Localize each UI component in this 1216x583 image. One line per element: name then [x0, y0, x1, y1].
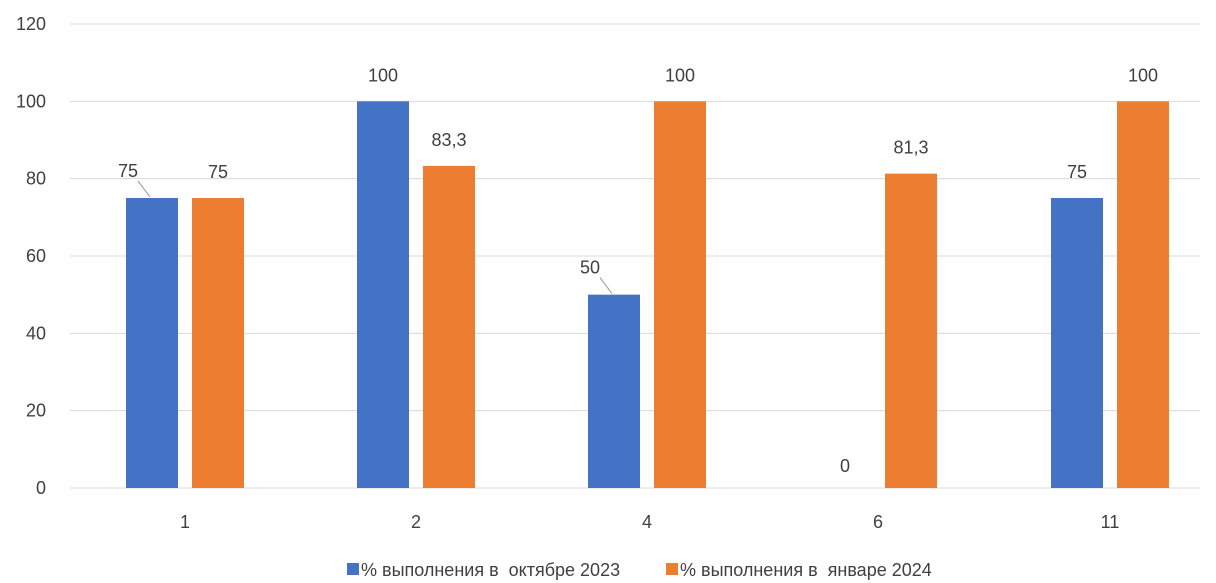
bar: [126, 198, 178, 488]
data-label: 83,3: [431, 130, 466, 150]
legend-label-january: % выполнения в январе 2024: [680, 560, 932, 580]
x-tick-label: 6: [873, 512, 883, 532]
x-tick-label: 1: [180, 512, 190, 532]
data-labels: 75 75 100 83,3 50 100 0 81,3 75 100: [118, 65, 1158, 476]
legend-swatch-october: [347, 563, 359, 575]
bar: [588, 294, 640, 488]
bar: [1117, 101, 1169, 488]
y-tick-label: 60: [26, 246, 46, 266]
data-label: 81,3: [893, 138, 928, 158]
y-tick-label: 100: [16, 91, 46, 111]
data-label: 100: [368, 65, 398, 85]
legend-swatch-january: [666, 563, 678, 575]
y-tick-label: 20: [26, 401, 46, 421]
bars: [126, 101, 1169, 488]
bar: [357, 101, 409, 488]
data-label: 75: [1067, 162, 1087, 182]
data-label-leader: [137, 180, 151, 198]
legend: % выполнения в октябре 2023 % выполнения…: [347, 560, 932, 580]
x-axis-ticks: 1 2 4 6 11: [180, 512, 1119, 532]
bar: [423, 165, 475, 488]
data-label-leader: [599, 277, 613, 295]
x-tick-label: 2: [411, 512, 421, 532]
data-label: 75: [118, 161, 138, 181]
y-tick-label: 40: [26, 323, 46, 343]
y-tick-label: 80: [26, 169, 46, 189]
y-tick-label: 0: [36, 478, 46, 498]
data-label: 50: [580, 258, 600, 278]
bar: [654, 101, 706, 488]
data-label: 0: [840, 456, 850, 476]
y-tick-label: 120: [16, 14, 46, 34]
x-tick-label: 4: [642, 512, 652, 532]
bar: [1051, 198, 1103, 488]
bar: [885, 173, 937, 488]
legend-label-october: % выполнения в октябре 2023: [361, 560, 620, 580]
bar: [192, 198, 244, 488]
x-tick-label: 11: [1101, 512, 1120, 532]
data-label: 100: [665, 65, 695, 85]
data-label: 75: [208, 162, 228, 182]
data-label: 100: [1128, 65, 1158, 85]
y-axis-ticks: 0 20 40 60 80 100 120: [16, 14, 46, 498]
